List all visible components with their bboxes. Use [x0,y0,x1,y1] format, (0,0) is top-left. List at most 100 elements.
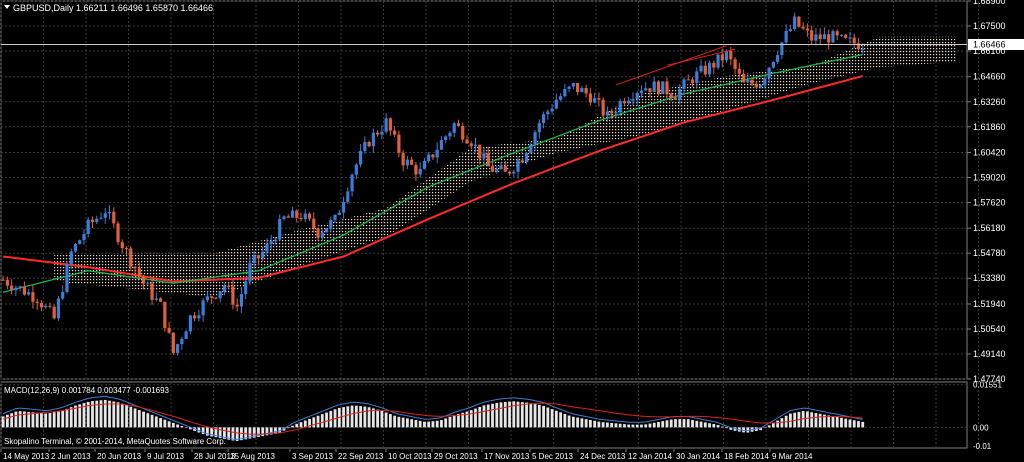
macd-hist-bar [640,424,643,428]
price-tick-label: 1.64660 [973,72,1006,82]
candle-body [235,304,239,307]
macd-hist-bar [746,427,750,433]
candle-body [154,298,158,300]
candle-body [648,88,652,92]
macd-hist-bar [108,400,111,428]
candle-body [376,132,380,135]
candle-body [158,298,163,302]
candle-body [18,286,22,288]
candle-body [771,61,775,68]
macd-hist-bar [376,409,380,428]
candle-body [524,153,529,163]
candle-body [618,101,622,113]
macd-hist-bar [559,412,562,428]
macd-hist-bar [14,411,18,428]
candle-body [129,248,133,267]
time-tick-label: 9 Mar 2014 [772,452,813,461]
channel-line[interactable] [615,45,727,86]
candle-body [584,87,588,94]
candle-body [112,211,116,224]
candle-body [282,216,286,220]
macd-hist-bar [474,408,477,428]
macd-hist-bar [346,406,350,428]
macd-hist-bar [69,407,73,428]
candle-body [682,79,686,89]
macd-hist-bar [329,410,333,428]
candle-body [699,65,703,72]
macd-hist-bar [580,418,584,428]
candle-body [137,268,141,277]
macd-line [2,395,863,440]
candle-body [712,62,716,68]
macd-hist-bar [618,423,622,428]
candle-body [695,71,699,84]
candle-body [656,81,661,94]
candle-body [184,331,188,339]
macd-hist-bar [508,401,511,428]
macd-hist-bar [142,411,145,428]
candle-body [388,118,392,131]
macd-hist-bar [554,410,558,428]
time-tick-label: 5 Dec 2013 [532,452,573,461]
trend-channel [615,45,736,86]
candle-body [188,315,192,332]
macd-hist-bar [82,403,86,428]
candle-body [746,79,750,83]
price-tick-label: 1.47740 [973,374,1006,384]
macd-hist-bar [571,416,575,428]
macd-hist-bar [261,427,265,437]
candle-body [27,292,31,295]
candle-body [724,50,729,61]
candle-body [622,101,627,104]
macd-hist-bar [648,423,652,428]
macd-hist-bar [669,419,673,428]
macd-tick-label: 0.00 [973,423,989,432]
time-tick-label: 30 Jan 2014 [676,452,721,461]
candle-body [410,159,414,165]
candle-body [435,149,439,158]
price-tick-label: 1.49140 [973,349,1006,359]
macd-hist-bar [810,412,814,428]
candle-body [669,94,673,98]
macd-hist-bar [214,427,218,438]
candle-body [614,112,618,114]
macd-hist-bar [469,410,473,428]
candle-body [316,228,320,238]
macd-hist-bar [431,421,435,428]
macd-pane[interactable]: MACD(12,26,9) 0.001784 0.003477 -0.00169… [0,381,979,449]
candle-body [146,283,150,285]
macd-hist-bar [448,416,452,428]
macd-hist-bar [840,417,843,428]
macd-hist-bar [452,415,456,428]
time-tick-label: 10 Oct 2013 [388,452,432,461]
macd-hist-bar [180,426,184,428]
price-tick-label: 1.54780 [973,248,1006,258]
macd-hist-bar [44,413,48,428]
macd-hist-bar [350,405,354,428]
candle-body [239,293,244,307]
main-price-pane[interactable]: GBPUSD,Daily 1.66211 1.66496 1.65870 1.6… [0,0,979,380]
price-tick-label: 1.53380 [973,273,1006,283]
macd-hist-bar [661,421,665,428]
channel-line[interactable] [666,48,736,66]
macd-hist-bar [520,402,524,428]
time-tick-label: 17 Nov 2013 [484,452,530,461]
macd-hist-bar [231,427,235,441]
candle-body [39,302,44,308]
candle-body [380,131,384,135]
candle-body [810,30,814,41]
price-tick-label: 1.67500 [973,21,1006,31]
candle-body [767,67,771,79]
candle-body [554,99,558,109]
time-tick-label: 29 Oct 2013 [434,452,478,461]
candle-body [465,139,469,144]
macd-hist-bar [188,427,192,430]
candle-body [473,144,478,147]
chart-title-arrow-icon[interactable] [4,5,10,9]
candle-body [835,31,839,36]
macd-hist-bar [499,402,503,428]
candle-body [793,16,797,30]
macd-hist-bar [827,415,831,428]
time-tick-label: 20 Jun 2013 [97,452,142,461]
